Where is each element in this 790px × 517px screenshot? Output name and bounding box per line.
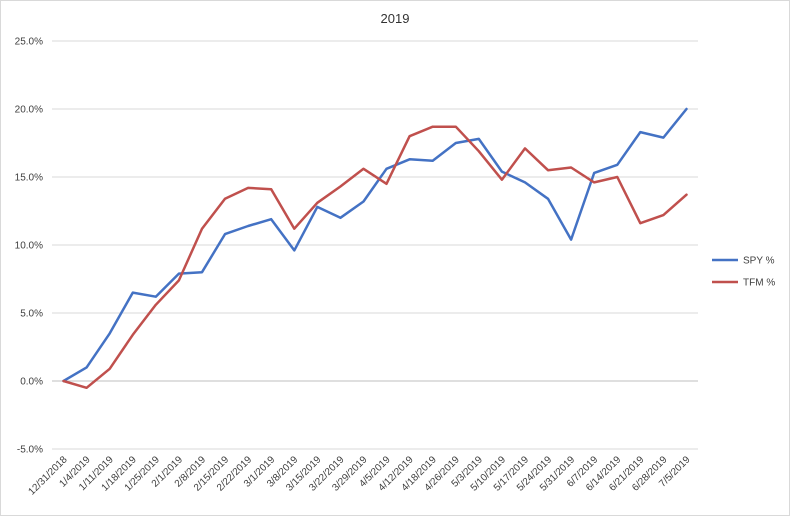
legend-label: TFM % — [743, 278, 775, 289]
y-tick-label: 10.0% — [15, 241, 43, 252]
legend: SPY % TFM % — [712, 256, 775, 289]
chart-title: 2019 — [381, 11, 410, 26]
series-lines — [62, 107, 688, 390]
x-axis: 12/31/20181/4/20191/11/20191/18/20191/25… — [26, 454, 692, 497]
y-tick-label: -5.0% — [17, 445, 43, 456]
y-tick-label: 20.0% — [15, 105, 43, 116]
y-tick-label: 0.0% — [20, 377, 43, 388]
series-line-1 — [62, 107, 688, 383]
series-line-2 — [62, 125, 688, 390]
y-axis: -5.0% 0.0% 5.0% 10.0% 15.0% 20.0% 25.0% — [15, 37, 43, 456]
legend-label: SPY % — [743, 256, 775, 267]
y-tick-label: 15.0% — [15, 173, 43, 184]
gridlines — [52, 40, 698, 450]
y-tick-label: 25.0% — [15, 37, 43, 48]
y-tick-label: 5.0% — [20, 309, 43, 320]
